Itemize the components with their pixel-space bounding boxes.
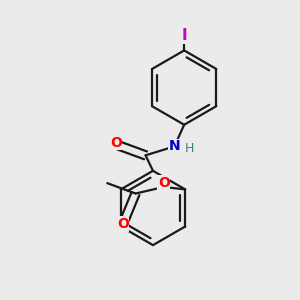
- Text: O: O: [158, 176, 170, 190]
- Text: O: O: [110, 136, 122, 150]
- Text: H: H: [185, 142, 194, 155]
- Text: O: O: [117, 217, 129, 231]
- Text: I: I: [182, 28, 187, 43]
- Text: N: N: [169, 140, 180, 153]
